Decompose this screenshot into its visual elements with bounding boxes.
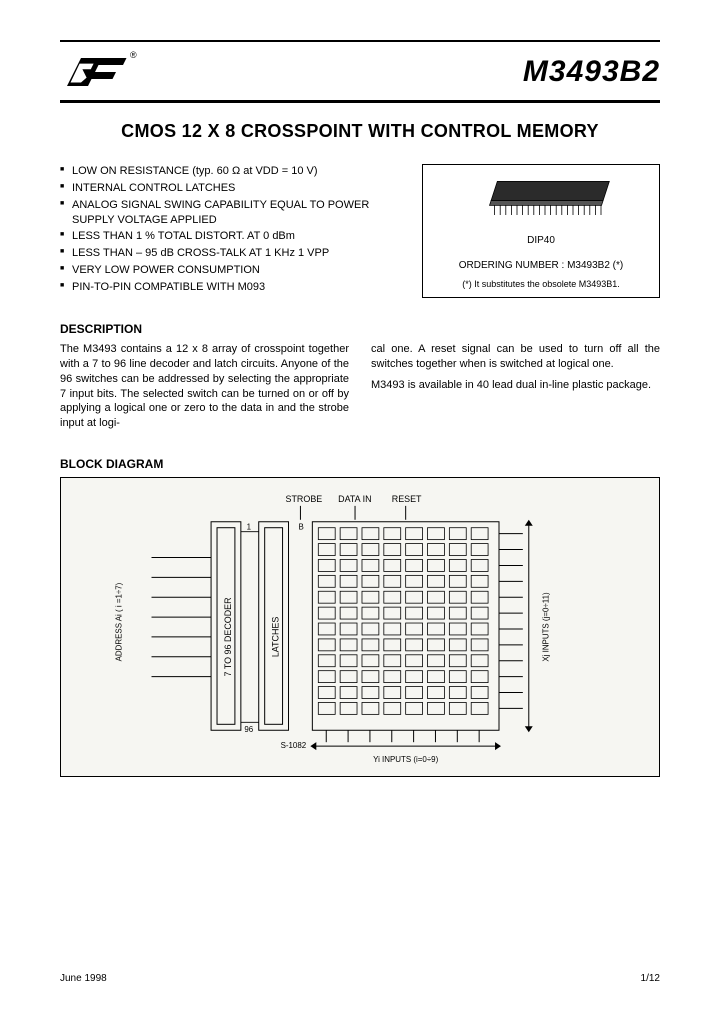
description-heading: DESCRIPTION: [60, 322, 660, 336]
top-rule: [60, 40, 660, 42]
logo-trademark: ®: [130, 50, 137, 60]
dip40-icon: [461, 175, 621, 227]
st-logo: ®: [60, 50, 137, 94]
description-columns: The M3493 contains a 12 x 8 array of cro…: [60, 342, 660, 431]
feature-item: PIN-TO-PIN COMPATIBLE WITH M093: [60, 280, 404, 295]
bd-strobe: STROBE: [286, 494, 323, 504]
page-title: CMOS 12 X 8 CROSSPOINT WITH CONTROL MEMO…: [60, 121, 660, 142]
package-footnote: (*) It substitutes the obsolete M3493B1.: [462, 279, 620, 289]
footer-page: 1/12: [641, 973, 660, 984]
thick-rule: [60, 100, 660, 103]
bd-idx1: 1: [247, 523, 252, 532]
features-list: LOW ON RESISTANCE (typ. 60 Ω at VDD = 10…: [60, 164, 404, 298]
block-diagram-heading: BLOCK DIAGRAM: [60, 457, 660, 471]
feature-item: LESS THAN – 95 dB CROSS-TALK AT 1 KHz 1 …: [60, 246, 404, 261]
bd-reset: RESET: [392, 494, 422, 504]
block-diagram-svg: STROBE DATA IN RESET 7 TO 96 DECODER LAT…: [71, 488, 649, 766]
description-col2-p2: M3493 is available in 40 lead dual in-li…: [371, 378, 660, 393]
description-col2: cal one. A reset signal can be used to t…: [371, 342, 660, 431]
page-footer: June 1998 1/12: [60, 973, 660, 984]
bd-decoder-label: 7 TO 96 DECODER: [223, 597, 233, 677]
feature-item: VERY LOW POWER CONSUMPTION: [60, 263, 404, 278]
bd-address-label: ADDRESS Ai ( i =1÷7): [115, 582, 124, 661]
part-number: M3493B2: [523, 55, 660, 89]
block-diagram-box: STROBE DATA IN RESET 7 TO 96 DECODER LAT…: [60, 477, 660, 777]
bd-yinputs-label: Yi INPUTS (i=0÷9): [373, 755, 439, 764]
ordering-number: ORDERING NUMBER : M3493B2 (*): [459, 260, 623, 271]
feature-item: INTERNAL CONTROL LATCHES: [60, 181, 404, 196]
bd-datain: DATA IN: [338, 494, 371, 504]
package-box: DIP40 ORDERING NUMBER : M3493B2 (*) (*) …: [422, 164, 660, 298]
bd-s-label: S-1082: [281, 741, 307, 750]
bd-b-top: B: [298, 523, 303, 532]
bd-xinputs-label: Xj INPUTS (j=0÷11): [542, 592, 551, 662]
package-label: DIP40: [527, 235, 555, 246]
description-col1: The M3493 contains a 12 x 8 array of cro…: [60, 342, 349, 431]
header-row: ® M3493B2: [60, 50, 660, 94]
bd-idx96: 96: [244, 725, 253, 734]
feature-item: ANALOG SIGNAL SWING CAPABILITY EQUAL TO …: [60, 198, 404, 228]
footer-date: June 1998: [60, 973, 107, 984]
features-row: LOW ON RESISTANCE (typ. 60 Ω at VDD = 10…: [60, 164, 660, 298]
bd-latches-label: LATCHES: [271, 617, 281, 658]
feature-item: LOW ON RESISTANCE (typ. 60 Ω at VDD = 10…: [60, 164, 404, 179]
feature-item: LESS THAN 1 % TOTAL DISTORT. AT 0 dBm: [60, 229, 404, 244]
st-logo-svg: [60, 50, 130, 94]
description-col2-p1: cal one. A reset signal can be used to t…: [371, 342, 660, 372]
